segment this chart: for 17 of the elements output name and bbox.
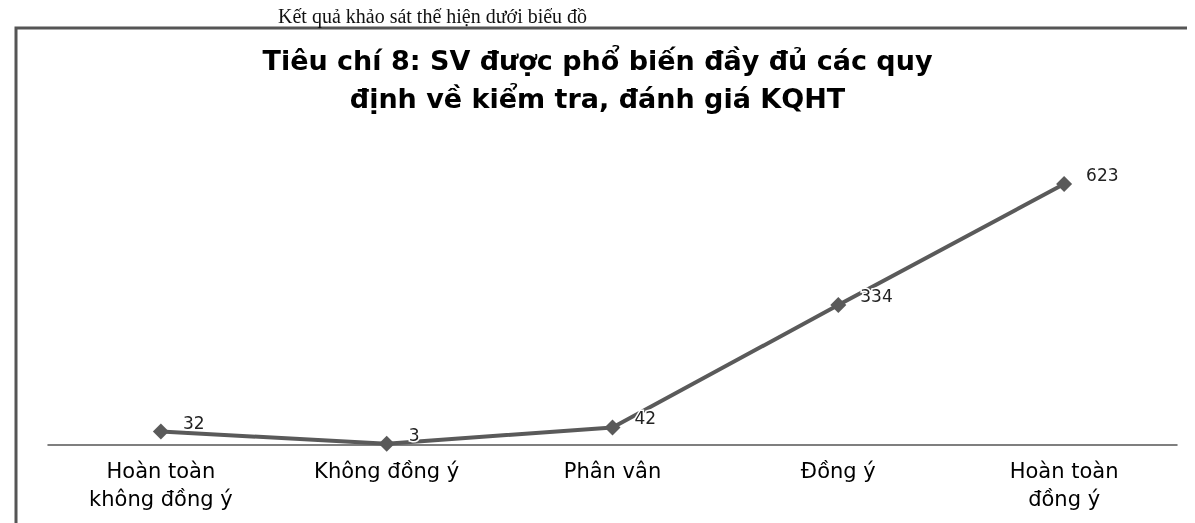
- point: [1056, 176, 1073, 192]
- data-label: 334: [860, 286, 893, 307]
- data-label: 3: [408, 424, 420, 445]
- data-label: 32: [182, 412, 205, 433]
- point: [604, 419, 621, 436]
- x-tick-label: Phân vân: [563, 459, 662, 483]
- text: Kết quả khảo sát thể hiện dưới biểu đồ: [278, 5, 588, 28]
- point: [378, 435, 395, 452]
- x-tick-label: Hoàn toàn đồng ý: [1009, 459, 1119, 511]
- data-label: 623: [1086, 165, 1119, 185]
- data-label: 42: [634, 408, 657, 429]
- x-tick-label: Đồng ý: [800, 459, 876, 483]
- x-tick-label: Không đồng ý: [314, 459, 460, 483]
- chart-title: Tiêu chí 8: SV được phổ biến đầy đủ các quy định về kiểm tra, đánh giá KQHT: [262, 43, 933, 114]
- point: [152, 423, 169, 440]
- point: [830, 297, 847, 314]
- x-tick-label: Hoàn toàn không đồng ý: [89, 459, 233, 511]
